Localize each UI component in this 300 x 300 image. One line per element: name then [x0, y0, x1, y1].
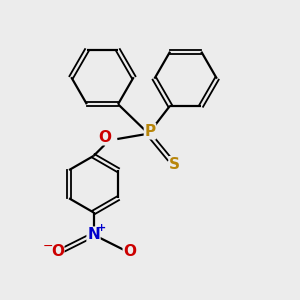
Text: P: P — [144, 124, 156, 139]
Text: O: O — [51, 244, 64, 259]
Text: O: O — [98, 130, 111, 145]
Text: S: S — [169, 157, 180, 172]
Text: N: N — [87, 227, 100, 242]
Text: O: O — [123, 244, 136, 259]
Text: +: + — [97, 223, 106, 233]
Text: −: − — [43, 240, 54, 253]
